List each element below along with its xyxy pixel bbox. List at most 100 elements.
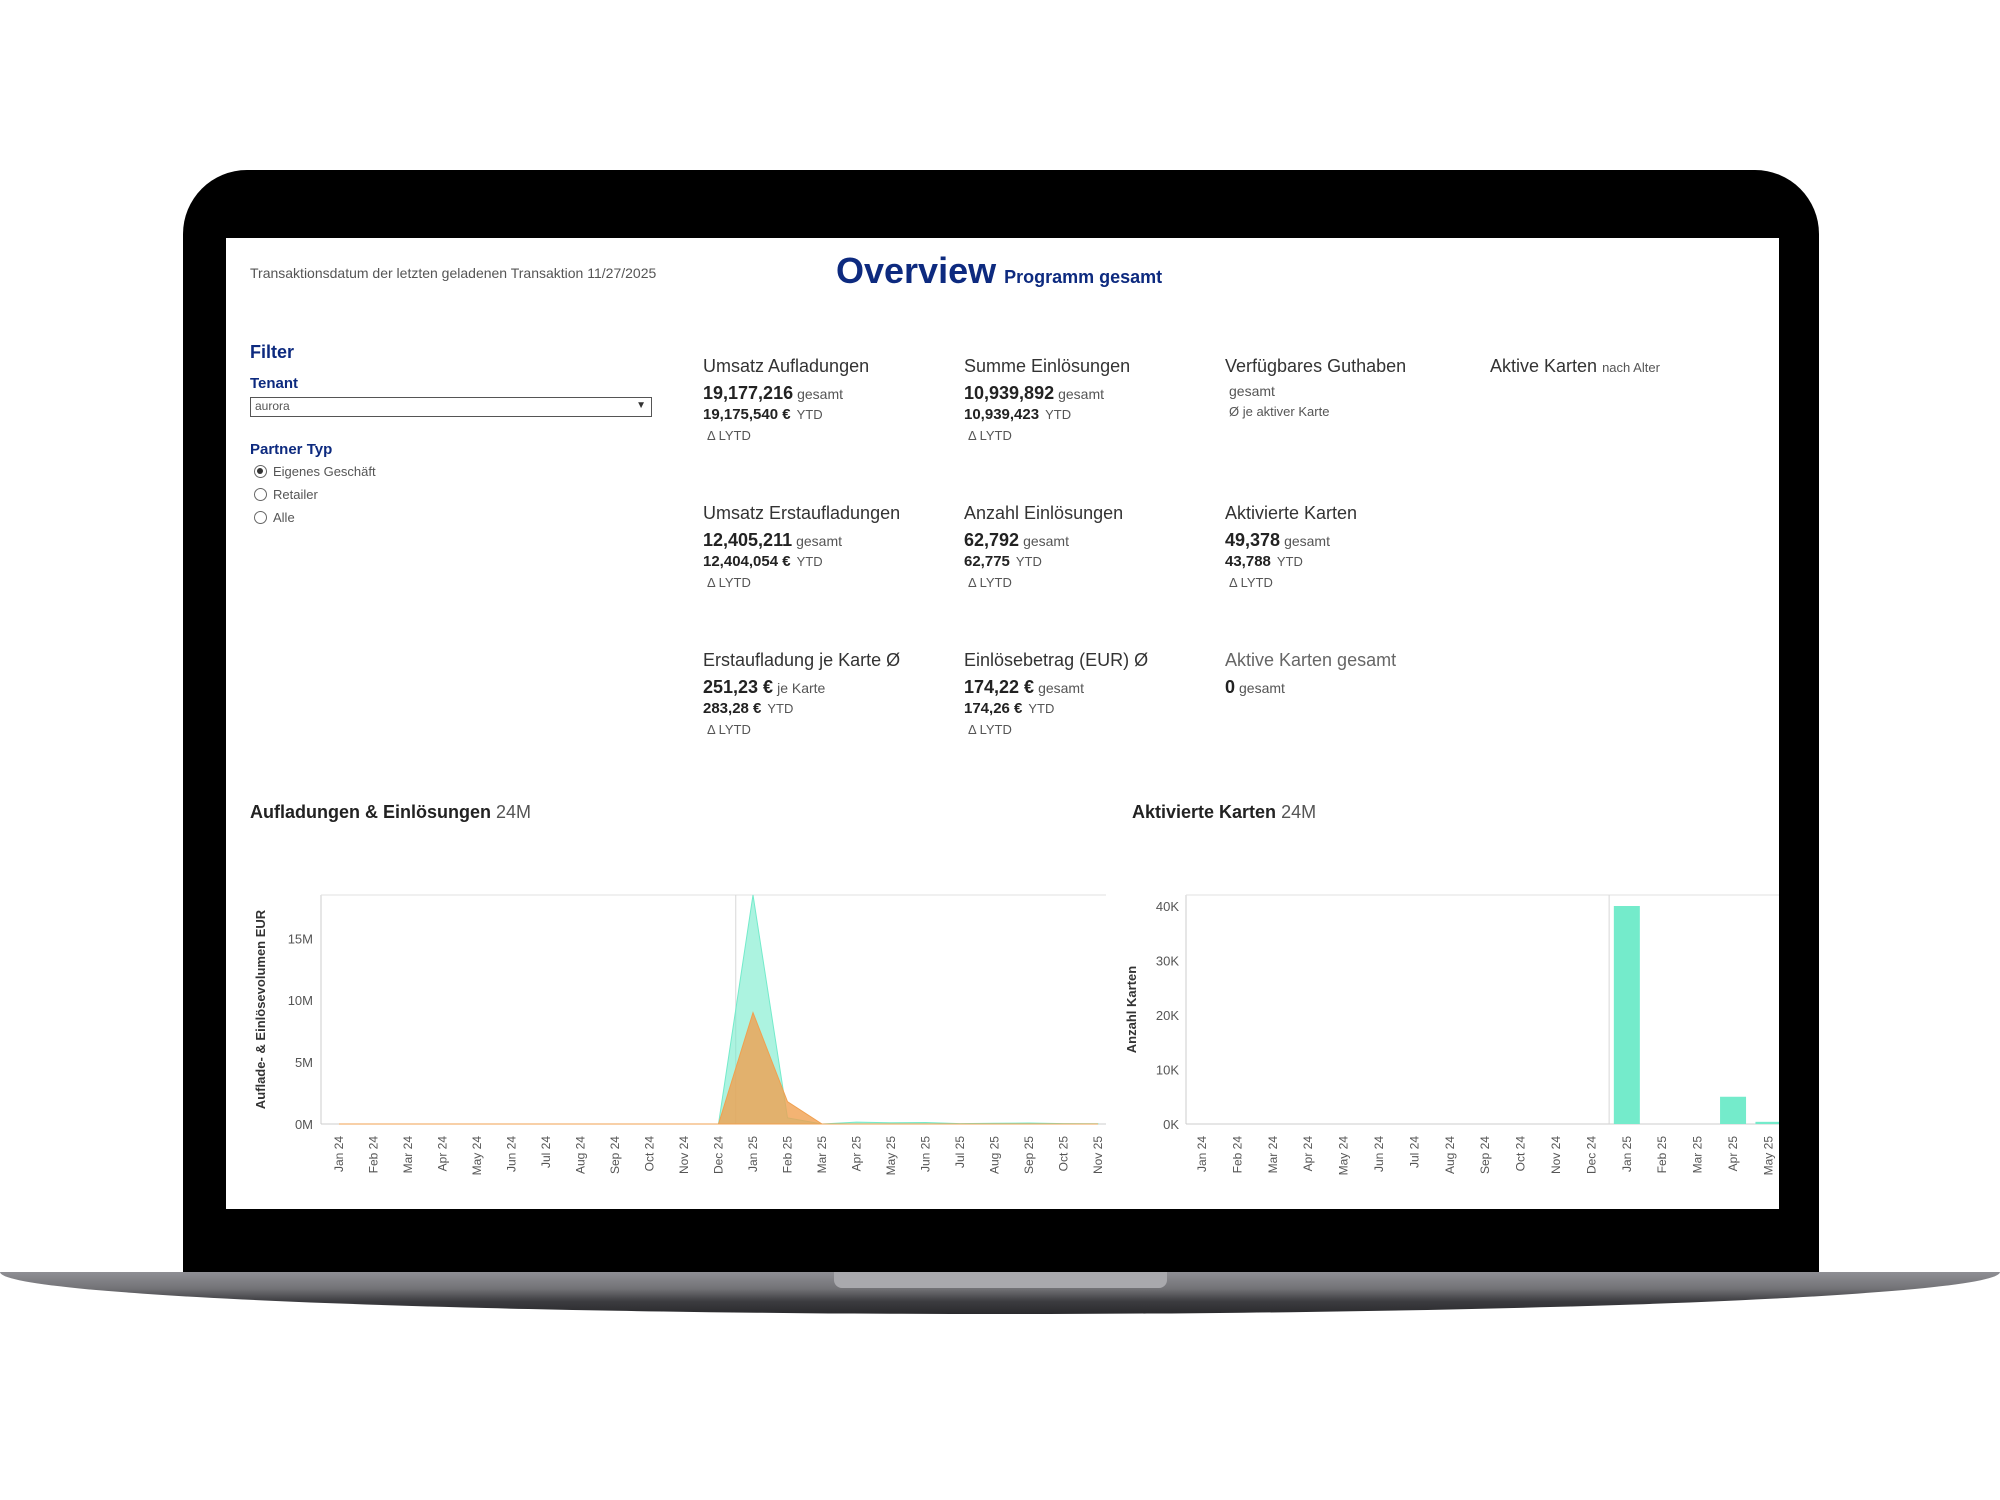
x-tick-label: Feb 25 [1655, 1136, 1669, 1174]
partner-option-alle[interactable]: Alle [254, 510, 295, 525]
x-tick-label: Jan 25 [1620, 1136, 1634, 1172]
kpi-per-card: Ø je aktiver Karte [1229, 404, 1330, 419]
radio-icon[interactable] [254, 488, 267, 501]
chart-subtitle: 24M [496, 802, 532, 822]
x-tick-label: Aug 25 [988, 1136, 1002, 1174]
kpi-total-unit: je Karte [777, 680, 826, 696]
x-tick-label: Apr 24 [436, 1136, 450, 1172]
kpi-title: Einlösebetrag (EUR) Ø [964, 650, 1149, 670]
y-tick-label: 20K [1156, 1008, 1179, 1023]
chart-title-aktivierte-karten: Aktivierte Karten 24M [1132, 802, 1316, 823]
kpi-total: 62,792 [964, 530, 1020, 550]
partner-option-eigenes-geschaeft[interactable]: Eigenes Geschäft [254, 464, 376, 479]
x-tick-label: Jul 25 [953, 1136, 967, 1168]
kpi-ytd: 19,175,540 € [703, 406, 791, 423]
kpi-ytd-unit: YTD [1276, 554, 1303, 569]
kpi-umsatz-erstaufladungen: Umsatz Erstaufladungen 12,405,211 gesamt … [703, 503, 933, 590]
x-tick-label: Feb 24 [1230, 1136, 1244, 1174]
y-tick-label: 15M [288, 931, 313, 946]
kpi-lytd: Δ LYTD [968, 428, 1012, 443]
x-tick-label: Sep 24 [1478, 1136, 1492, 1174]
bar [1720, 1096, 1747, 1124]
x-tick-label: Aug 24 [1443, 1136, 1457, 1174]
kpi-total-unit: gesamt [796, 533, 843, 549]
x-tick-label: Oct 24 [1514, 1136, 1528, 1172]
kpi-lytd: Δ LYTD [968, 575, 1012, 590]
x-tick-label: Aug 24 [574, 1136, 588, 1174]
x-tick-label: May 25 [1761, 1136, 1775, 1176]
partner-option-label: Eigenes Geschäft [273, 464, 376, 479]
kpi-ytd: 12,404,054 € [703, 553, 791, 570]
x-tick-label: Oct 24 [643, 1136, 657, 1172]
area-chart-aufladungen: 0M 5M 10M 15M Auflade- & Einlösevolumen EUR J… [253, 894, 1106, 1175]
x-tick-label: Nov 24 [677, 1136, 691, 1174]
y-tick-label: 30K [1156, 954, 1179, 969]
tenant-select[interactable]: aurora ▼ [250, 397, 652, 417]
x-tick-label: Jul 24 [1407, 1136, 1421, 1168]
y-axis-label: Auflade- & Einlösevolumen EUR [253, 909, 268, 1109]
y-tick-label: 10M [288, 993, 313, 1008]
kpi-total: 251,23 € [703, 677, 774, 697]
kpi-anzahl-einloesungen: Anzahl Einlösungen 62,792 gesamt 62,775 YT… [964, 503, 1194, 590]
kpi-total-unit: gesamt [1023, 533, 1069, 549]
y-tick-label: 40K [1156, 899, 1179, 914]
x-tick-label: Mar 24 [1266, 1136, 1280, 1174]
chart-title-aufladungen: Aufladungen & Einlösungen 24M [250, 802, 531, 823]
bar [1755, 1121, 1779, 1124]
x-tick-label: Jun 24 [1372, 1136, 1386, 1172]
kpi-total: 19,177,216 [703, 383, 794, 403]
partner-option-retailer[interactable]: Retailer [254, 487, 318, 502]
dashboard-screen: Transaktionsdatum der letzten geladenen … [226, 238, 1779, 1209]
x-tick-label: Dec 24 [712, 1136, 726, 1174]
chevron-down-icon[interactable]: ▼ [636, 400, 646, 411]
kpi-lytd: Δ LYTD [968, 722, 1012, 737]
title-text: Overview [836, 250, 997, 291]
kpi-aktive-karten-alter: Aktive Karten nach Alter [1490, 356, 1779, 377]
kpi-ytd-unit: YTD [796, 407, 823, 422]
kpi-ytd-unit: YTD [767, 701, 794, 716]
kpi-ytd: 283,28 € [703, 700, 762, 717]
kpi-umsatz-aufladungen: Umsatz Aufladungen 19,177,216 gesamt 19,1… [703, 356, 933, 443]
y-axis-label: Anzahl Karten [1124, 966, 1139, 1053]
tenant-select-value: aurora [255, 399, 290, 413]
chart-title-text: Aktivierte Karten [1132, 802, 1277, 822]
x-tick-label: Jan 24 [332, 1136, 346, 1172]
kpi-erstaufladung-je-karte: Erstaufladung je Karte Ø 251,23 € je Kart… [703, 650, 933, 737]
chart-title-text: Aufladungen & Einlösungen [250, 802, 491, 822]
kpi-total: 10,939,892 [964, 383, 1055, 403]
kpi-title: Umsatz Erstaufladungen [703, 503, 901, 523]
kpi-lytd: Δ LYTD [1229, 575, 1273, 590]
kpi-total-unit: gesamt [1229, 383, 1275, 399]
kpi-total-unit: gesamt [1038, 680, 1084, 696]
kpi-total: 12,405,211 [703, 530, 793, 550]
radio-selected-icon[interactable] [254, 465, 267, 478]
kpi-title: Erstaufladung je Karte Ø [703, 650, 901, 670]
kpi-lytd: Δ LYTD [707, 428, 751, 443]
kpi-ytd-unit: YTD [1045, 407, 1072, 422]
area-series-1 [339, 1011, 1098, 1125]
kpi-ytd: 10,939,423 [964, 406, 1040, 423]
x-tick-label: Nov 24 [1549, 1136, 1563, 1174]
kpi-ytd-unit: YTD [796, 554, 823, 569]
kpi-ytd-unit: YTD [1028, 701, 1055, 716]
partner-typ-label: Partner Typ [250, 441, 333, 458]
radio-icon[interactable] [254, 511, 267, 524]
title-subtitle: Programm gesamt [1004, 267, 1163, 287]
x-tick-label: Jan 25 [746, 1136, 760, 1172]
x-tick-label: Mar 25 [815, 1136, 829, 1174]
y-tick-label: 5M [295, 1055, 313, 1070]
x-tick-label: Nov 25 [1091, 1136, 1105, 1174]
kpi-subtitle: nach Alter [1602, 360, 1660, 375]
area-series-0 [339, 894, 1099, 1125]
kpi-title: Anzahl Einlösungen [964, 503, 1124, 523]
x-tick-label: Sep 25 [1022, 1136, 1036, 1174]
kpi-lytd: Δ LYTD [707, 722, 751, 737]
x-tick-label: Apr 25 [1726, 1136, 1740, 1172]
kpi-ytd-unit: YTD [1015, 554, 1042, 569]
kpi-title: Aktivierte Karten [1225, 503, 1358, 523]
kpi-title: Umsatz Aufladungen [703, 356, 870, 376]
partner-option-label: Retailer [273, 487, 318, 502]
y-tick-label: 0K [1163, 1117, 1179, 1132]
y-tick-label: 0M [295, 1117, 313, 1132]
laptop-notch [834, 1272, 1167, 1288]
